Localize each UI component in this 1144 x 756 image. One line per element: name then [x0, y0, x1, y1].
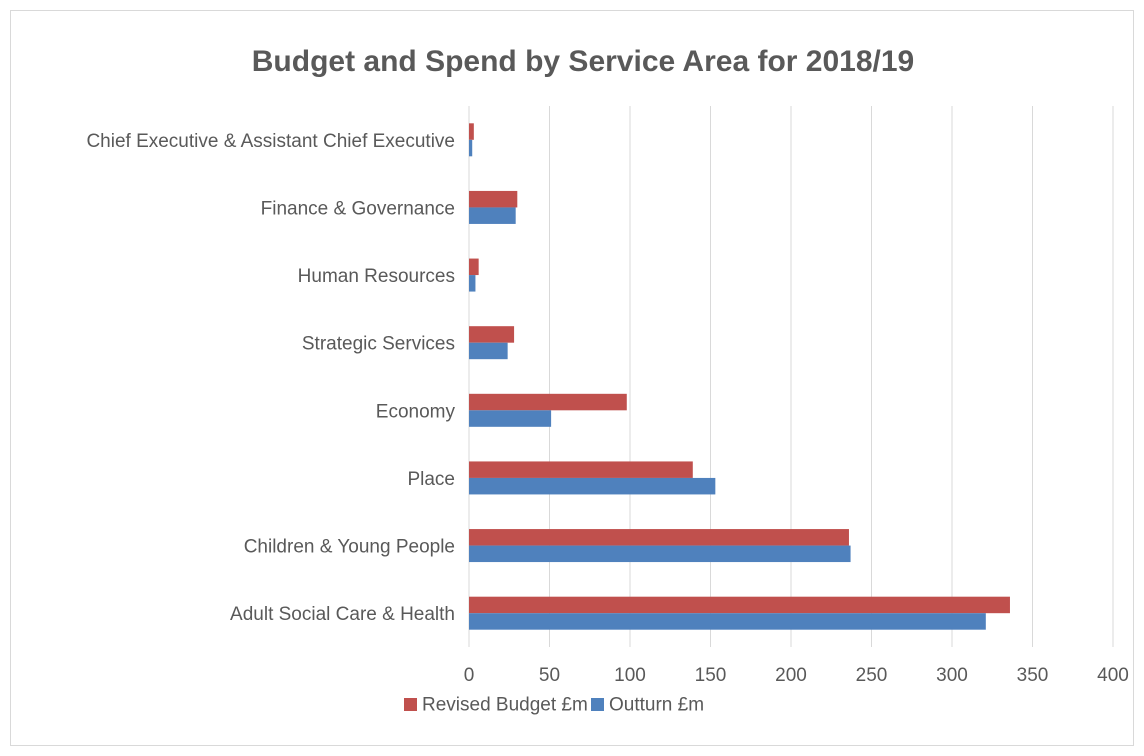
bar-revised-budget	[469, 596, 1010, 614]
legend-swatch	[404, 698, 417, 711]
bar-revised-budget	[469, 529, 849, 546]
bar-revised-budget	[469, 190, 518, 208]
bar-revised-budget	[469, 326, 515, 343]
x-tick-labels: 0 50 100 150 200 250 300 350 400	[464, 665, 1129, 686]
x-tick-label: 400	[1097, 665, 1129, 686]
bar-chart: Budget and Spend by Service Area for 201…	[86, 45, 1129, 716]
category-label: Place	[407, 469, 455, 490]
category-label: Finance & Governance	[261, 198, 455, 219]
x-tick-label: 0	[464, 665, 475, 686]
x-tick-label: 250	[856, 665, 888, 686]
chart-frame: Budget and Spend by Service Area for 201…	[10, 10, 1134, 746]
category-label: Economy	[376, 401, 456, 422]
category-labels: Adult Social Care & Health Children & You…	[86, 131, 455, 625]
legend-label: Outturn £m	[609, 695, 704, 716]
bar-outturn	[469, 139, 473, 157]
bar-outturn	[469, 207, 516, 224]
category-label: Human Resources	[298, 266, 455, 287]
chart-title: Budget and Spend by Service Area for 201…	[252, 45, 914, 78]
category-label: Children & Young People	[244, 537, 455, 558]
bar-outturn	[469, 477, 716, 495]
bar-revised-budget	[469, 123, 474, 140]
bar-outturn	[469, 342, 508, 360]
bar-outturn	[469, 613, 986, 630]
x-tick-label: 50	[539, 665, 560, 686]
category-label: Strategic Services	[302, 334, 455, 355]
bar-outturn	[469, 410, 552, 427]
bar-revised-budget	[469, 461, 693, 478]
x-tick-label: 200	[775, 665, 807, 686]
bar-outturn	[469, 545, 851, 563]
gridlines	[468, 106, 1114, 647]
x-tick-label: 100	[614, 665, 646, 686]
x-tick-label: 350	[1017, 665, 1049, 686]
legend-swatch	[591, 698, 604, 711]
bars	[469, 123, 1010, 630]
category-label: Adult Social Care & Health	[230, 604, 455, 625]
x-tick-label: 150	[695, 665, 727, 686]
x-tick-label: 300	[936, 665, 968, 686]
legend: Revised Budget £m Outturn £m	[404, 695, 704, 716]
bar-revised-budget	[469, 258, 479, 276]
legend-label: Revised Budget £m	[422, 695, 588, 716]
bar-outturn	[469, 275, 476, 292]
bar-revised-budget	[469, 393, 627, 411]
category-label: Chief Executive & Assistant Chief Execut…	[86, 131, 455, 152]
